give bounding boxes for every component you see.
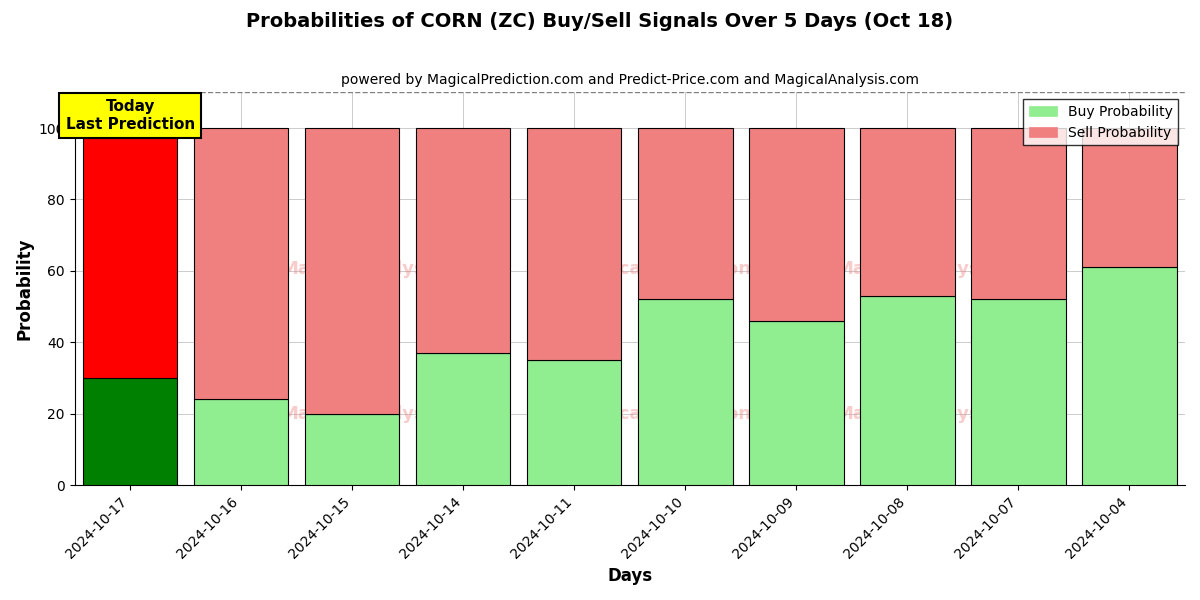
Bar [416, 353, 510, 485]
Text: MagicalAnalysis.com: MagicalAnalysis.com [281, 260, 491, 278]
Text: Today
Last Prediction: Today Last Prediction [66, 100, 194, 132]
Text: MagicalAnalysis.com: MagicalAnalysis.com [281, 406, 491, 424]
Bar [749, 128, 844, 321]
Bar [527, 128, 622, 360]
Bar [638, 128, 732, 299]
Bar [83, 128, 178, 378]
Bar [860, 296, 955, 485]
Bar [638, 299, 732, 485]
Text: Probabilities of CORN (ZC) Buy/Sell Signals Over 5 Days (Oct 18): Probabilities of CORN (ZC) Buy/Sell Sign… [246, 12, 954, 31]
Bar [194, 400, 288, 485]
Bar [83, 378, 178, 485]
Bar [860, 128, 955, 296]
Text: MagicalPrediction.com: MagicalPrediction.com [570, 406, 800, 424]
Bar [1082, 128, 1177, 268]
Title: powered by MagicalPrediction.com and Predict-Price.com and MagicalAnalysis.com: powered by MagicalPrediction.com and Pre… [341, 73, 919, 87]
X-axis label: Days: Days [607, 567, 653, 585]
Text: MagicalAnalysis.com: MagicalAnalysis.com [835, 260, 1045, 278]
Bar [971, 128, 1066, 299]
Bar [1082, 268, 1177, 485]
Y-axis label: Probability: Probability [16, 238, 34, 340]
Bar [971, 299, 1066, 485]
Bar [305, 128, 400, 414]
Text: MagicalPrediction.com: MagicalPrediction.com [570, 260, 800, 278]
Bar [749, 321, 844, 485]
Text: MagicalAnalysis.com: MagicalAnalysis.com [835, 406, 1045, 424]
Bar [527, 360, 622, 485]
Legend: Buy Probability, Sell Probability: Buy Probability, Sell Probability [1024, 99, 1178, 145]
Bar [194, 128, 288, 400]
Bar [305, 414, 400, 485]
Bar [416, 128, 510, 353]
